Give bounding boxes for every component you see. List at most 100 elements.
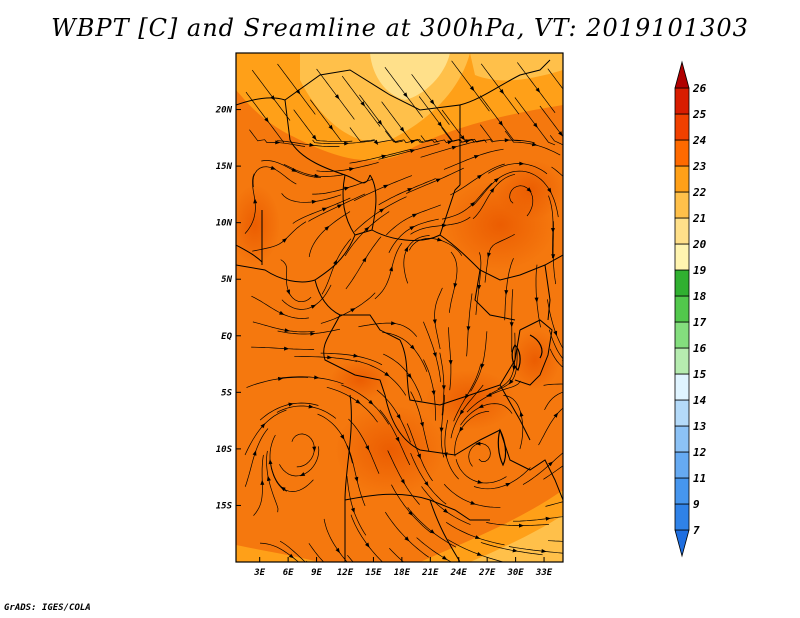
streamline	[320, 352, 383, 366]
streamline-arrow	[453, 283, 458, 289]
streamline-arrow	[437, 237, 443, 242]
streamline	[281, 376, 344, 385]
chart-title: WBPT [C] and Sreamline at 300hPa, VT: 20…	[51, 14, 749, 42]
streamline-arrow	[574, 189, 579, 194]
streamline	[389, 548, 405, 562]
streamline	[410, 216, 471, 235]
streamline	[308, 193, 366, 222]
streamline-arrow	[533, 122, 538, 128]
streamline	[411, 74, 450, 125]
streamline	[543, 383, 563, 386]
streamline-arrow	[284, 346, 290, 351]
streamline-arrow	[459, 426, 464, 432]
streamline-arrow	[350, 308, 356, 313]
streamline	[480, 124, 535, 144]
colorbar-segment	[674, 243, 690, 271]
streamline	[460, 403, 513, 426]
streamline-arrow	[487, 252, 491, 258]
streamline	[486, 348, 518, 397]
streamline	[316, 162, 379, 172]
streamline	[535, 264, 541, 328]
streamline-arrow	[439, 427, 444, 433]
streamline	[308, 211, 351, 258]
lon-label: 18E	[394, 568, 411, 578]
streamline-arrow	[383, 184, 389, 189]
lat-label: 10S	[216, 445, 233, 455]
streamline	[439, 352, 445, 416]
streamline-arrow	[288, 553, 294, 559]
streamline	[291, 433, 315, 468]
streamline-arrow	[577, 496, 582, 500]
streamline	[277, 328, 341, 335]
streamline	[418, 96, 460, 142]
streamline-arrow	[391, 321, 397, 326]
streamline-arrow	[460, 135, 465, 141]
streamline-arrow	[412, 213, 418, 218]
streamline	[347, 445, 366, 507]
streamline-arrow	[519, 411, 524, 417]
colorbar-segment	[674, 477, 690, 505]
streamline-arrow	[477, 284, 482, 290]
streamline-arrow	[465, 139, 471, 144]
streamline	[421, 486, 471, 525]
streamline-arrow	[431, 390, 436, 396]
streamline	[480, 542, 543, 556]
streamline	[353, 175, 413, 202]
streamline-arrow	[349, 167, 355, 172]
streamline	[539, 105, 563, 138]
streamline	[310, 99, 353, 143]
map-frame	[235, 52, 564, 563]
colorbar-label: 16	[693, 342, 707, 355]
streamline	[326, 386, 378, 423]
streamline-arrow	[260, 423, 266, 429]
colorbar-label: 26	[692, 82, 707, 95]
streamline-arrow	[362, 257, 367, 263]
streamline-arrow	[286, 289, 290, 295]
streamline	[486, 522, 550, 526]
streamline	[423, 321, 441, 383]
streamline	[475, 252, 482, 315]
streamline-arrow	[365, 542, 370, 548]
shading-hot-1	[335, 405, 445, 495]
streamline	[378, 143, 440, 160]
streamline	[450, 163, 505, 196]
streamline-arrow	[551, 228, 555, 233]
streamline-arrow	[547, 187, 552, 194]
streamline	[252, 321, 315, 333]
streamline	[549, 135, 563, 146]
streamline-arrow	[541, 549, 547, 553]
streamline	[406, 167, 464, 194]
streamline	[349, 148, 411, 164]
streamline-arrow	[459, 409, 465, 415]
streamline-arrow	[280, 486, 286, 492]
streamline-arrow	[335, 547, 340, 554]
streamline-arrow	[432, 352, 437, 358]
streamline-arrow	[469, 86, 475, 92]
streamline-arrow	[432, 319, 437, 325]
wbpt-shading	[236, 53, 582, 574]
grads-credit: GrADS: IGES/COLA	[4, 603, 91, 613]
streamline-arrow	[312, 446, 317, 452]
streamline-arrow	[493, 177, 500, 183]
streamline-arrow	[558, 131, 563, 137]
streamline-arrow	[413, 569, 418, 574]
streamline	[341, 384, 389, 425]
colorbar-label: 14	[693, 394, 707, 407]
streamline-arrow	[288, 402, 294, 407]
streamline	[376, 389, 411, 443]
colorbar-segment	[674, 503, 690, 531]
streamline-arrow	[284, 328, 290, 333]
streamline-arrow	[407, 188, 413, 192]
lon-label: 30E	[506, 568, 524, 578]
colorbar-label: 13	[693, 420, 707, 433]
lon-label: 9E	[311, 568, 322, 578]
streamline-arrow	[404, 536, 410, 542]
streamline	[388, 218, 439, 253]
shading-north-19	[370, 53, 450, 100]
streamline	[345, 236, 382, 290]
streamline	[381, 101, 424, 143]
streamline-arrow	[548, 461, 554, 467]
colorbar-segment	[674, 321, 690, 349]
streamline	[451, 60, 490, 112]
streamline-arrow	[553, 412, 559, 418]
